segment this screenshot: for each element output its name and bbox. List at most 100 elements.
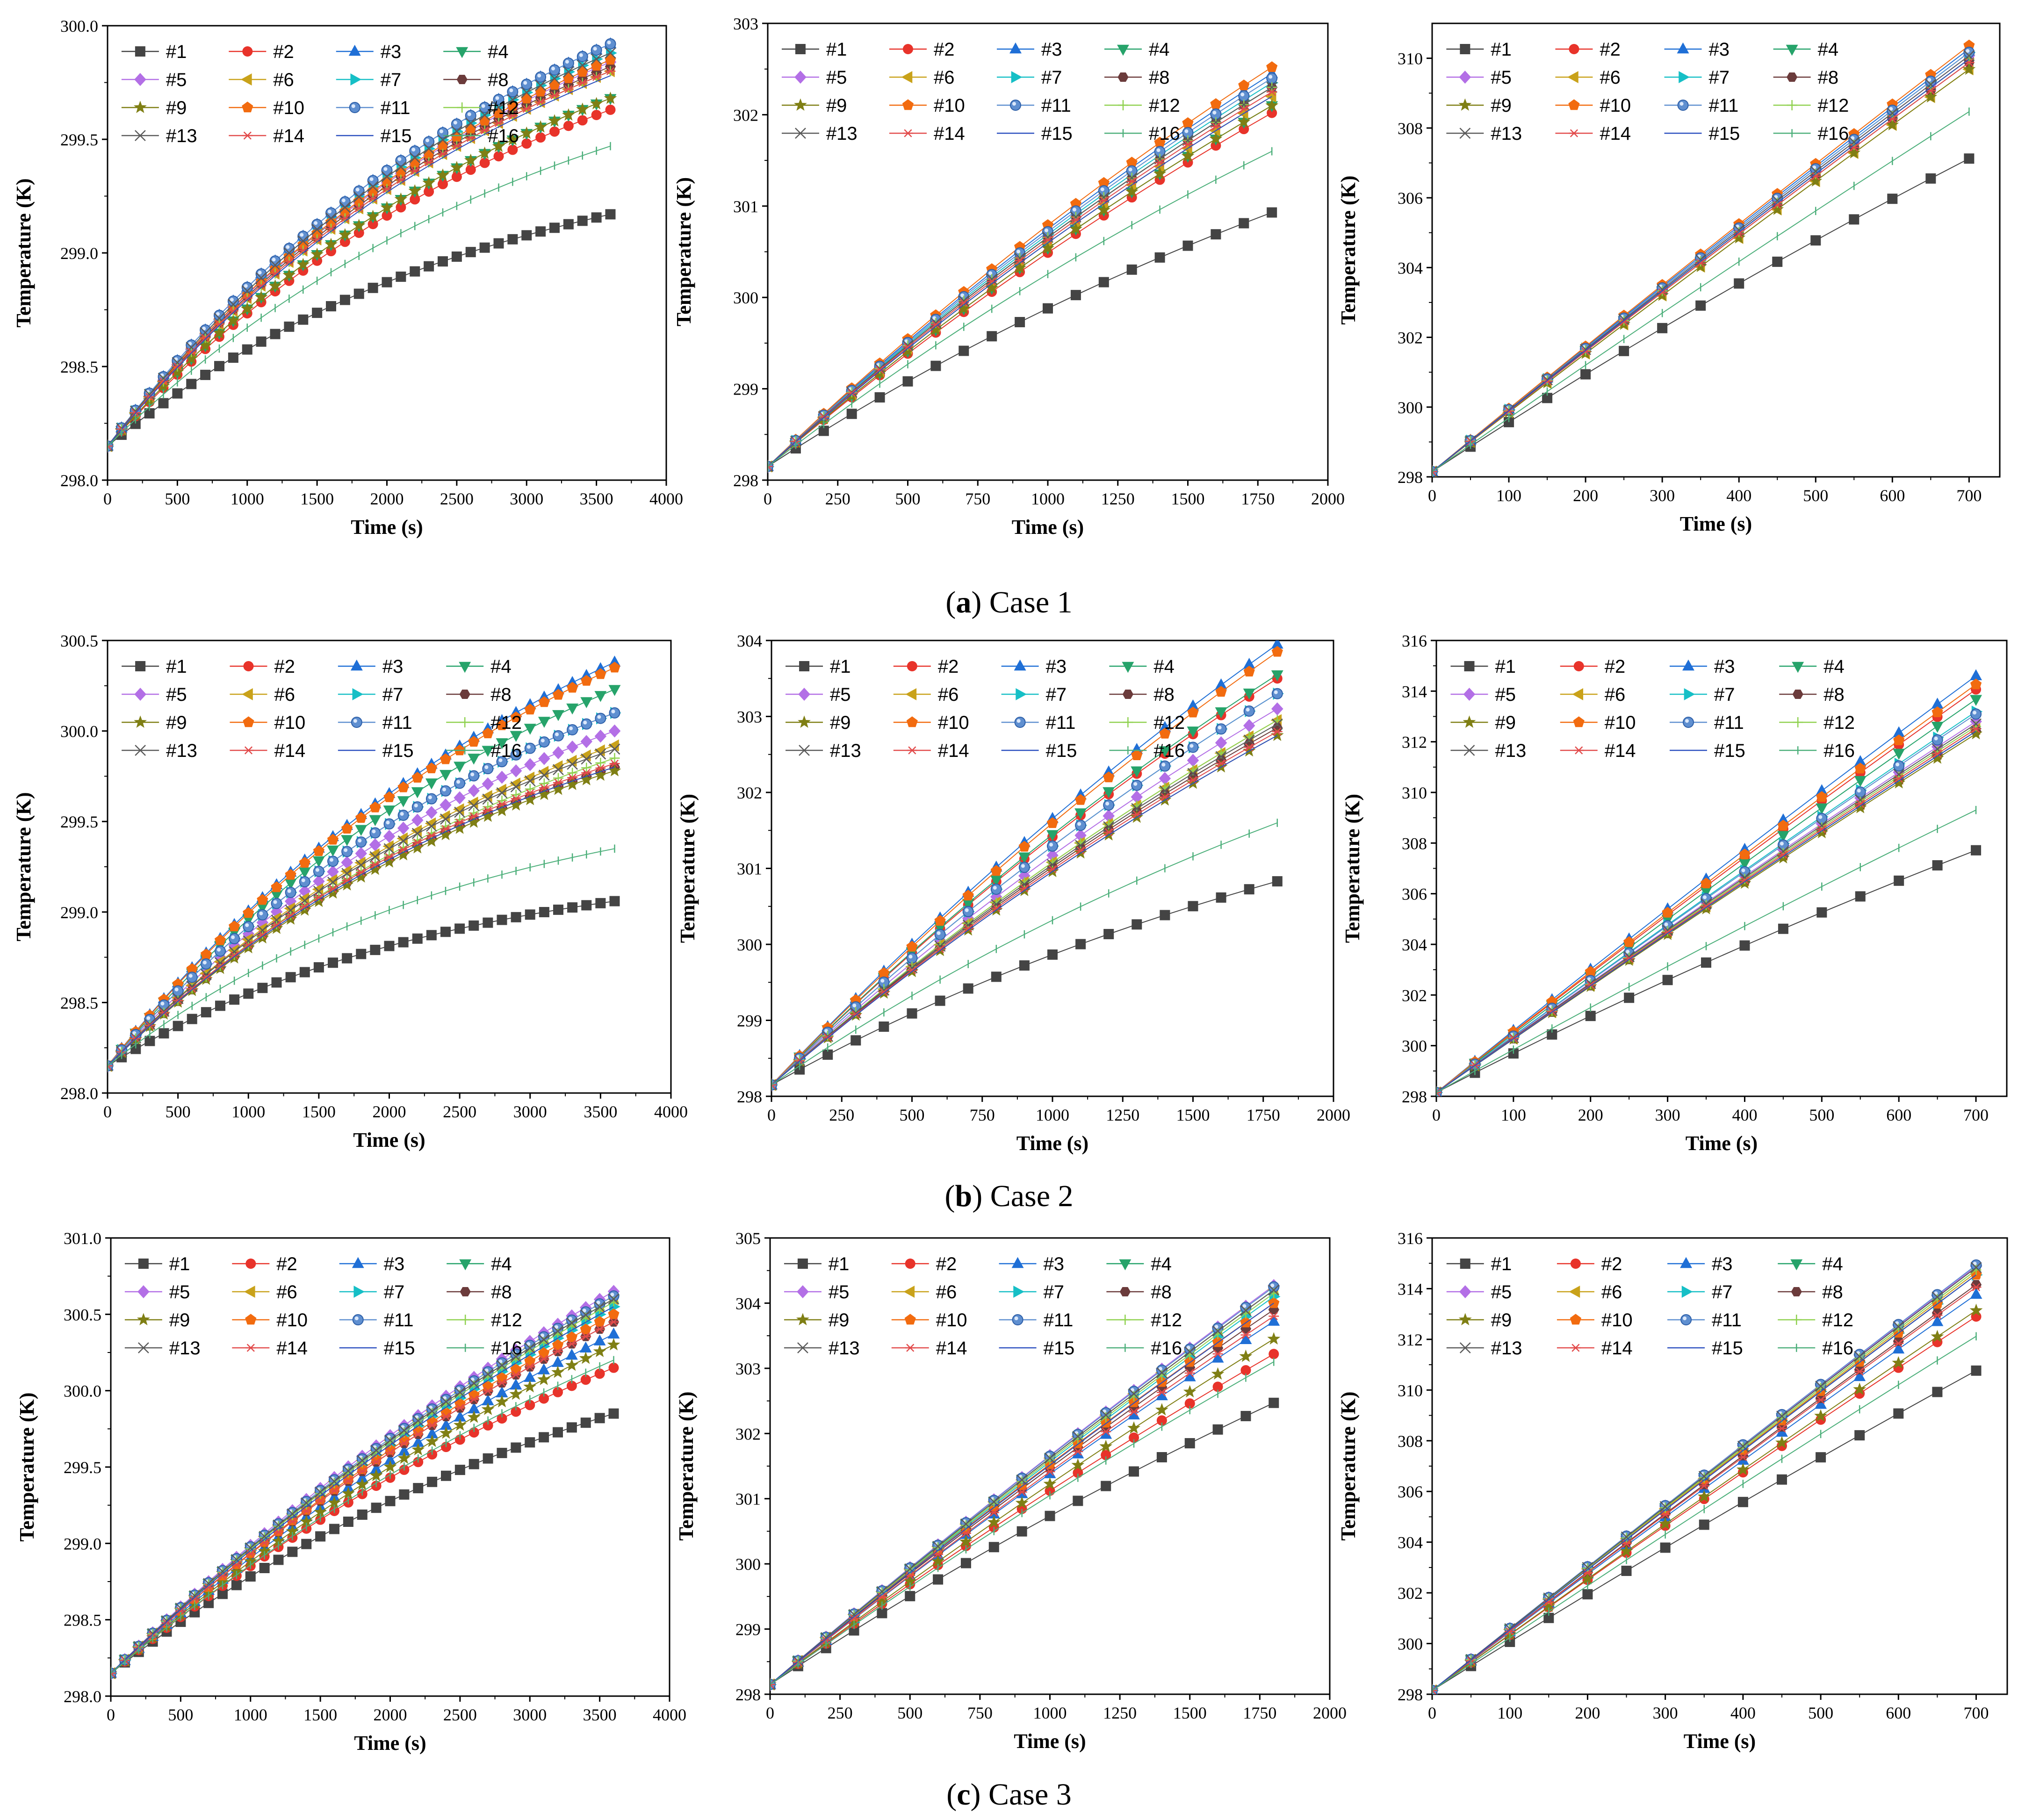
data-point-series-13 bbox=[423, 143, 435, 154]
series-line-2 bbox=[111, 1367, 614, 1674]
data-point-series-11-highlight bbox=[498, 758, 503, 763]
data-point-series-9 bbox=[1962, 62, 1976, 75]
data-point-series-10 bbox=[425, 762, 437, 773]
data-point-series-3 bbox=[1853, 1370, 1866, 1381]
data-point-series-11-highlight bbox=[1133, 782, 1138, 786]
data-point-series-9 bbox=[382, 855, 396, 868]
data-point-series-10 bbox=[1623, 936, 1635, 947]
series-group bbox=[768, 61, 1279, 473]
legend-marker-9 bbox=[794, 98, 807, 111]
y-tick-label: 308 bbox=[1402, 834, 1427, 853]
data-point-series-10 bbox=[1585, 966, 1596, 977]
y-tick-label: 303 bbox=[735, 1360, 761, 1378]
y-tick-label: 308 bbox=[1398, 1432, 1423, 1451]
data-point-series-11 bbox=[327, 856, 339, 867]
data-point-series-14 bbox=[907, 966, 917, 975]
data-point-series-4 bbox=[468, 754, 480, 765]
series-line-11 bbox=[108, 712, 615, 1066]
data-point-series-1 bbox=[902, 376, 913, 387]
legend-marker-8 bbox=[1122, 689, 1133, 699]
data-point-series-13 bbox=[200, 969, 212, 980]
data-point-series-1 bbox=[846, 409, 857, 419]
data-point-series-9 bbox=[453, 821, 467, 834]
data-point-series-1 bbox=[271, 977, 282, 988]
x-tick-label: 400 bbox=[1726, 486, 1751, 505]
x-tick-label: 100 bbox=[1497, 1704, 1522, 1722]
data-point-series-1 bbox=[371, 1503, 382, 1513]
legend-marker-11-highlight bbox=[1012, 102, 1016, 106]
legend-label-8: #8 bbox=[1818, 67, 1839, 88]
series-line-9 bbox=[768, 105, 1272, 467]
data-point-series-13 bbox=[440, 813, 451, 825]
legend-marker-9 bbox=[134, 715, 147, 728]
data-point-series-10 bbox=[906, 941, 918, 952]
data-point-series-11-highlight bbox=[1703, 895, 1707, 899]
legend-label-9: #9 bbox=[169, 1310, 190, 1331]
data-point-series-3 bbox=[552, 1356, 564, 1367]
legend-marker-4 bbox=[1786, 44, 1798, 56]
data-point-series-14 bbox=[1734, 230, 1744, 238]
data-point-series-1 bbox=[1582, 1589, 1593, 1600]
legend-label-4: #4 bbox=[1151, 1254, 1172, 1274]
data-point-series-4 bbox=[454, 762, 466, 773]
data-point-series-13 bbox=[1047, 859, 1058, 870]
series-line-4 bbox=[108, 98, 611, 446]
legend-label-13: #13 bbox=[166, 126, 197, 146]
legend-marker-10 bbox=[1568, 99, 1580, 110]
data-point-series-13 bbox=[958, 295, 970, 307]
data-point-series-13 bbox=[454, 806, 466, 818]
legend-label-7: #7 bbox=[384, 1282, 405, 1302]
data-point-series-1 bbox=[1778, 923, 1788, 934]
legend-marker-9 bbox=[796, 1313, 809, 1325]
x-tick-label: 1500 bbox=[303, 1705, 337, 1724]
x-tick-label: 1000 bbox=[231, 489, 264, 508]
data-point-series-14 bbox=[172, 362, 183, 371]
x-tick-label: 500 bbox=[895, 489, 921, 508]
data-point-series-2 bbox=[591, 109, 602, 120]
data-point-series-11 bbox=[591, 44, 602, 56]
data-point-series-13 bbox=[1243, 734, 1255, 746]
data-point-series-11-highlight bbox=[1268, 75, 1273, 79]
legend-marker-11 bbox=[349, 102, 360, 113]
data-point-series-1 bbox=[315, 1531, 326, 1542]
data-point-series-9 bbox=[338, 228, 352, 241]
legend-label-10: #10 bbox=[936, 1310, 967, 1331]
data-point-series-2 bbox=[396, 202, 406, 213]
legend-label-6: #6 bbox=[1600, 67, 1621, 88]
x-tick-label: 0 bbox=[766, 1704, 774, 1722]
data-point-series-11-highlight bbox=[579, 53, 583, 57]
legend-marker-13 bbox=[797, 1342, 808, 1353]
data-point-series-9 bbox=[425, 834, 438, 847]
data-point-series-3 bbox=[1892, 1342, 1905, 1354]
data-point-series-11-highlight bbox=[1889, 107, 1893, 111]
legend-marker-11 bbox=[1682, 717, 1694, 728]
legend-label-16: #16 bbox=[1823, 741, 1855, 761]
data-point-series-5 bbox=[440, 798, 452, 812]
y-tick-label: 312 bbox=[1402, 733, 1427, 752]
data-point-series-11-highlight bbox=[286, 245, 290, 249]
data-point-series-3 bbox=[1970, 1288, 1982, 1299]
data-point-series-2 bbox=[353, 227, 364, 238]
data-point-series-11-highlight bbox=[315, 868, 319, 872]
legend-marker-4 bbox=[1792, 662, 1804, 673]
data-point-series-1 bbox=[1964, 153, 1975, 164]
data-point-series-1 bbox=[440, 927, 451, 937]
data-point-series-1 bbox=[273, 1554, 284, 1565]
data-point-series-1 bbox=[563, 219, 574, 230]
data-point-series-13 bbox=[451, 126, 462, 137]
data-point-series-11 bbox=[482, 763, 494, 775]
legend-label-11: #11 bbox=[384, 1310, 414, 1331]
y-tick-label: 301 bbox=[735, 1490, 761, 1509]
x-tick-label: 1000 bbox=[1033, 1704, 1067, 1722]
data-point-series-4 bbox=[594, 691, 607, 702]
data-point-series-11-highlight bbox=[610, 1293, 614, 1297]
legend-label-14: #14 bbox=[938, 741, 969, 761]
data-point-series-9 bbox=[467, 815, 481, 828]
data-point-series-11-highlight bbox=[330, 858, 333, 862]
data-point-series-1 bbox=[427, 1476, 438, 1487]
data-point-series-1 bbox=[822, 1049, 833, 1060]
data-point-series-10 bbox=[1075, 794, 1087, 805]
data-point-series-1 bbox=[186, 379, 197, 389]
legend-label-4: #4 bbox=[1818, 39, 1839, 60]
